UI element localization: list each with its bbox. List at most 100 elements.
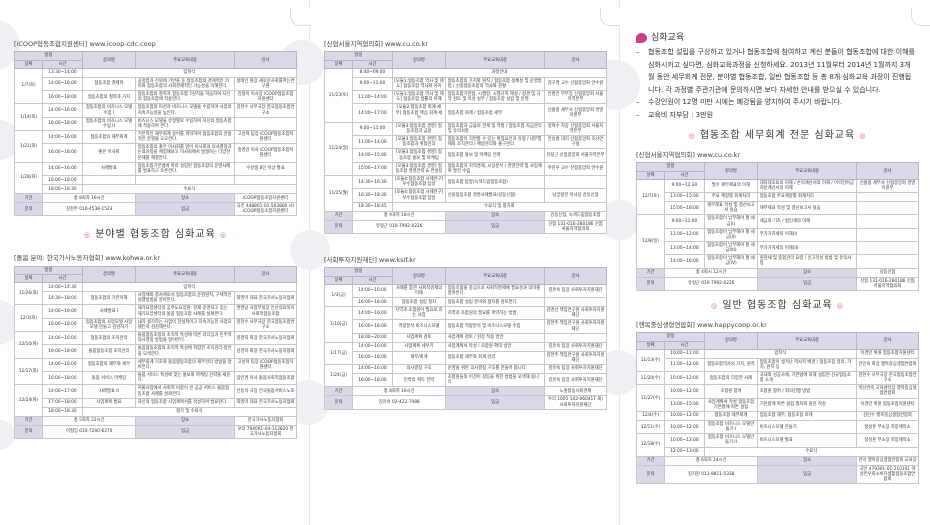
circle-ornament-icon: ◎ <box>859 132 867 140</box>
course-cell: 재무제표 작성 및 결산보고서 실습 <box>703 201 759 216</box>
footer-label: 기간 <box>13 415 44 426</box>
time-cell: 16:00~18:00 <box>42 116 83 132</box>
course-cell <box>81 175 137 186</box>
time-cell: 14:00~16:00 <box>42 103 83 118</box>
table-row: 12/3(화) 14:00~16:00 사례발표 I 재가요양센터의 공주도요양원: … <box>13 304 298 333</box>
section-title-tax: ◎ 협동조합 세무회계 전문 심화교육 ◎ <box>636 129 919 143</box>
table-row: 12:00~13:00 수료식 <box>637 446 920 457</box>
course-cell: 사업계획서 작성 협동조합 기본법에 따른 설립 <box>703 397 759 412</box>
header-content: 주요교육내용 <box>135 265 235 284</box>
table-row: 1/14(화) 14:00~16:00 협동조합의 비즈니스 모델 수립 I 협동조합… <box>13 103 298 131</box>
time-cell: 13:30~14:00 <box>42 67 83 78</box>
content-cell: 운영을 위한 의사결정 구조를 만들어 봅니다. <box>445 364 545 375</box>
time-cell: 12:00~13:00 <box>664 446 705 457</box>
content-cell: 돌봄 서비스 특성에 맞는 홍보와 마케팅 전략을 세운다. <box>135 371 235 386</box>
footer-label: 장소 <box>135 193 235 204</box>
table-row: 16:30~18:30 [모듈4:협동조합 사례연구] 우수협동조합 탐방 신용협동… <box>325 188 608 203</box>
lecturer-cell: 안병은 부부장 신협중앙회 서울지역본부 <box>543 90 608 105</box>
time-cell: 10:00~12:00 <box>664 433 705 448</box>
schedule-happycoop: [행복중심생협연합회] www.happycoop.or.kr 일정 강의명 주요교육… <box>635 321 920 485</box>
course-cell: 사업계획 세우기 <box>391 341 447 352</box>
table-row: 14:00~16:00 협동조합 경제학 공정함과 신뢰에 기반을 둔 협동조합의 … <box>15 76 298 92</box>
content-cell: 재가요양센터의 공주도요양원: 현재 운영되고 있는 재가요양센터의 돌봄 협동… <box>135 304 235 319</box>
course-cell: 역량분석 비즈니스모델 <box>391 319 447 334</box>
header-schedule: 일정 <box>324 51 393 61</box>
time-cell: 18:00~18:30 <box>42 184 83 195</box>
time-cell: 14:00~16:00 <box>42 161 83 177</box>
content-cell: 기본법에 따른 설립 절차와 정관 작성 <box>757 397 857 412</box>
schedule-table: 일정 강의명 주요교육내용 강사 날짜 시간 11/26(화) 14:00~14:30 입학식 1… <box>13 265 298 439</box>
content-cell: 협동조합이 생겨난 역사적 배경 / 협동조합 정의, 가치, 원칙 등 <box>757 357 857 373</box>
schedule-ksif: [사회투자지원재단] www.ksif.kr 일정 강의명 주요교육내용 강사 날짜 시간 1… <box>323 256 608 410</box>
section-title-text: 분야별 협동조합 심화교육 <box>95 229 216 241</box>
time-cell: 9:00~11:00 <box>352 76 393 92</box>
header-time: 시간 <box>352 275 393 285</box>
intro-item: 교육비 자부담 : 3만원 <box>636 109 916 122</box>
time-cell: 16:00~18:00 <box>352 350 393 366</box>
lecturer-cell: 송영강 이사 iCOOP협동조합지원센터 <box>233 143 298 163</box>
header-course: 강의명 <box>703 162 759 180</box>
event-cell: 입학식 <box>81 67 298 78</box>
course-cell: [모듈2:협동조합 회계·세무] 협동조합 핵심 회계·세무 <box>391 103 447 123</box>
footer-value: 김지현 011-9811-5338 <box>664 464 759 485</box>
schedule-cu-tax: [신협서울지역협의회] www.cu.co.kr 일정 강의명 주요교육내용 강사 날짜 시… <box>635 151 920 291</box>
date-cell: 12/11(수) <box>635 419 666 435</box>
time-cell: 14:00~16:00 <box>42 331 83 346</box>
lecturer-cell: 안인숙 회장 행복중심생협연합회 <box>855 357 920 373</box>
content-cell: 재무제표 작성 및 결산보고서 실습 <box>757 201 857 216</box>
date-cell: 11/25(월) <box>323 175 354 212</box>
footer-value: 총 6회차 14시간 <box>664 455 759 466</box>
time-cell: 15:00~17:00 <box>352 161 393 177</box>
footer-label: 기간 <box>635 267 666 278</box>
time-cell: 16:00~18:00 <box>42 371 83 386</box>
table-row: 11/26(화) 14:00~14:30 입학식 <box>13 282 298 306</box>
time-cell: 14:00~16:00 <box>352 364 393 375</box>
content-cell: 비즈니스 모델을 유형별로 수립하여 자신의 협동조합에 적용하여 본다. <box>135 116 235 132</box>
schedule-icoop: [iCOOP협동조합지원센터] www.icoop-cdc.coop 일정 강의명 주… <box>13 40 298 217</box>
date-cell: 11/24(일) <box>323 121 354 177</box>
table-row: 13:00~14:00 협동조합이 납부해야 할 세금(III) 부가가치세의 이해… <box>637 240 920 256</box>
time-cell: 16:30~18:30 <box>352 188 393 203</box>
course-cell: 좋은 이사회 <box>81 143 137 163</box>
footer-row: 문의 유정근 010-7992-0226 입금 신협 131-016-280186 신… <box>635 276 920 291</box>
lecturer-cell: 김유숙 팀장 사회투자지원재단 <box>543 341 608 352</box>
footer-label: 문의 <box>13 202 44 217</box>
table-row: 11:00~14:00 [모듈1:협동조합 역사 및 제도] 협동조합 법률의 이… <box>325 90 608 105</box>
content-cell: 세무회계 기초와 돌봄협동조합의 재무관리 방법을 알아본다. <box>135 357 235 373</box>
header-schedule: 일정 <box>14 265 83 276</box>
footer-label: 기간 <box>13 193 44 204</box>
footer-value: 신협 131-016-280186 신협서울지역협의회 <box>543 219 608 235</box>
lecturer-cell: 이경란 위원 협동조합지원센터 <box>855 397 920 412</box>
footer-label: 입금 <box>445 219 545 235</box>
lecturer-cell: 주진우 교수 신협중앙회 연수원 <box>543 161 608 177</box>
course-cell: 주요 계정별 회계처리 <box>703 192 759 203</box>
course-cell: 의사결정 구조 <box>391 364 447 375</box>
intro-item: 수강인원이 12명 미만 시에는 폐강됨을 양지하여 주시기 바랍니다. <box>636 96 916 109</box>
intro-section: 심화교육 협동조합 설립을 구상하고 있거나 협동조합에 참여하고 계신 분들이… <box>636 32 916 121</box>
content-cell: 협동조합 재무, 협동조합 회계 <box>757 410 857 421</box>
course-cell: 사업계획 검토 <box>391 332 447 343</box>
course-cell: 사례발표 <box>81 161 137 177</box>
lecturer-cell <box>855 227 920 243</box>
header-time: 시간 <box>42 273 83 284</box>
course-cell: 협동조합 비즈니스 모델만들기 I <box>703 419 759 435</box>
content-cell: 지불사업에서 사회적 비중이 큰 공공 서비스 돌봄협동조합 사례를 살펴본다. <box>135 384 235 399</box>
time-cell: 16:00~18:00 <box>42 344 83 359</box>
table-row: 16:00~18:00 돌봄협동조합 조직관리 돌봄협동조합의 조직적 특성에 적합… <box>15 344 298 359</box>
course-cell: [모듈1:협동조합 역사 및 제도] 협동조합 역사와 가치 <box>391 76 447 92</box>
course-cell: 협동조합 재무회계 <box>703 410 759 421</box>
lecturer-cell: 고성혁 팀장 iCOOP협동조합지원센터 <box>233 357 298 373</box>
lecturer-cell <box>855 201 920 216</box>
footer-value: 관악 행복중심생협연합회 교육장 <box>855 455 920 466</box>
lecturer-cell: 유정근 신협중앙회 서울지역본부 <box>543 148 608 163</box>
course-cell: 협동조합의 철학과 가치 <box>81 90 137 105</box>
table-row: 9:00~11:00 [모듈1:협동조합 역사 및 제도] 협동조합 역사와 가치… <box>325 76 608 92</box>
footer-row: 기간 총 6회차 14시간 장소 관악 행복중심생협연합회 교육장 <box>635 455 920 466</box>
content-cell: 협동조합의 좋은 이사회를 알아 이사회의 의사결정과 논의과정을 체험해보고 … <box>135 143 235 163</box>
lecturer-cell <box>543 297 608 308</box>
footer-label: 기간 <box>323 386 354 397</box>
lecturer-cell: 정성훈 부소장 희망제작소 <box>855 433 920 448</box>
footer-row: 기간 총 5회차 22시간 장소 한국가사노동자협회 <box>13 415 298 426</box>
table-row: 1/10(금) 14:00~16:00 지역과 조합원이 필요로 하는 사업 지역과 … <box>323 306 608 343</box>
date-cell: 11/23(토) <box>323 67 354 123</box>
